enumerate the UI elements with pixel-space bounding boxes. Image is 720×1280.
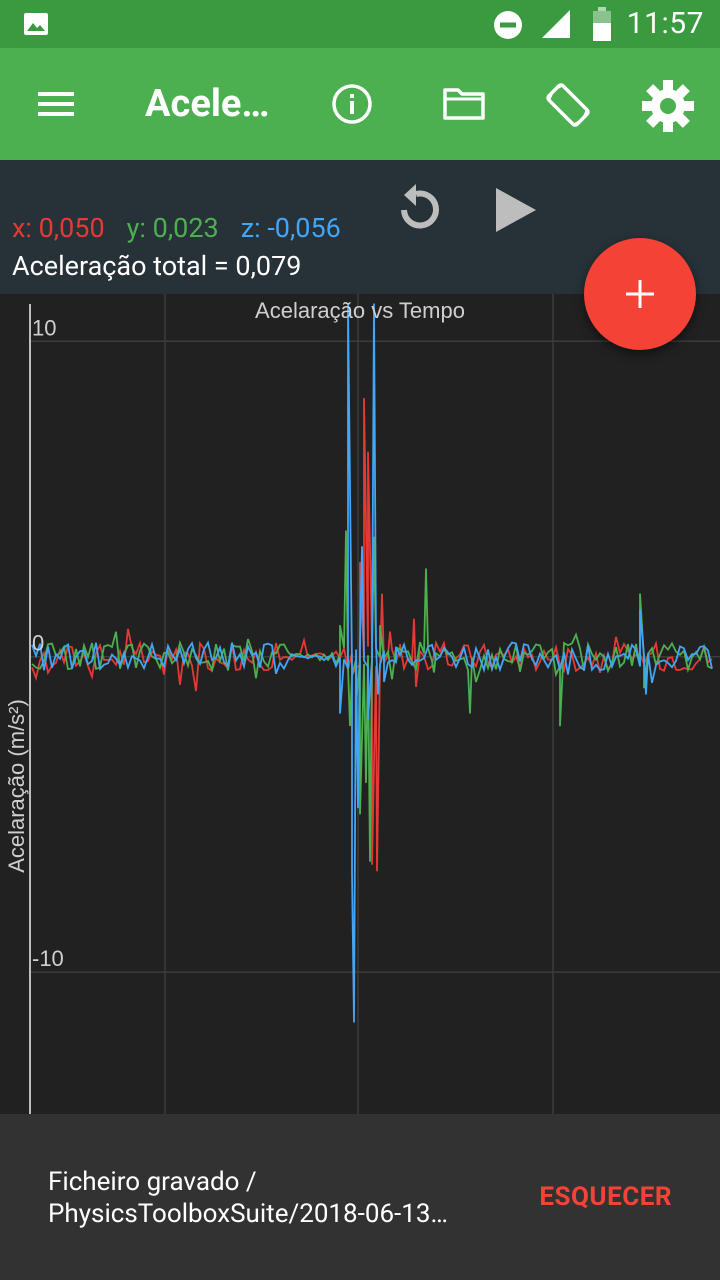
y-tick-label: 0 <box>32 631 44 656</box>
reset-icon[interactable] <box>394 180 446 236</box>
y-axis-label: Acelaração (m/s²) <box>4 699 29 873</box>
play-icon[interactable] <box>494 186 538 234</box>
clock: 11:57 <box>626 6 704 41</box>
app-bar: Acele… <box>0 48 720 160</box>
series-line-z <box>31 303 713 1023</box>
forget-button[interactable]: ESQUECER <box>539 1182 672 1212</box>
chart-title: Acelaração vs Tempo <box>255 298 465 323</box>
status-bar: 11:57 <box>0 0 720 48</box>
image-icon <box>24 13 48 35</box>
menu-icon[interactable] <box>36 86 76 122</box>
snackbar-message: Ficheiro gravado / PhysicsToolboxSuite/2… <box>48 1166 498 1230</box>
snackbar-line-2: PhysicsToolboxSuite/2018-06-13… <box>48 1199 448 1229</box>
do-not-disturb-icon <box>494 11 522 39</box>
y-tick-label: -10 <box>32 946 64 971</box>
x-value: x: 0,050 <box>12 212 105 244</box>
y-value: y: 0,023 <box>126 212 219 244</box>
z-value: z: -0,056 <box>240 212 341 244</box>
battery-icon <box>593 7 611 41</box>
folder-icon[interactable] <box>442 84 486 124</box>
plus-icon <box>626 280 654 308</box>
add-fab-button[interactable] <box>584 238 696 350</box>
settings-gear-icon[interactable] <box>640 78 696 134</box>
signal-icon <box>542 10 570 38</box>
app-title: Acele… <box>145 82 270 126</box>
acceleration-chart: Acelaração vs Tempo Acelaração (m/s²) 10… <box>0 294 720 1114</box>
total-acceleration: Aceleração total = 0,079 <box>12 250 302 282</box>
screen-rotation-icon[interactable] <box>543 80 593 130</box>
info-icon[interactable] <box>330 82 374 126</box>
snackbar: Ficheiro gravado / PhysicsToolboxSuite/2… <box>0 1114 720 1280</box>
axis-values: x: 0,050 y: 0,023 z: -0,056 <box>12 212 363 244</box>
snackbar-line-1: Ficheiro gravado / <box>48 1167 257 1197</box>
y-tick-label: 10 <box>32 315 56 340</box>
chart-canvas: Acelaração vs Tempo Acelaração (m/s²) 10… <box>4 294 720 1114</box>
